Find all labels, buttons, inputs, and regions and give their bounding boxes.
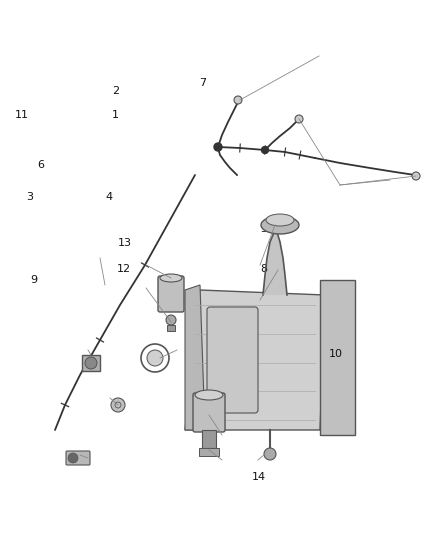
Polygon shape: [185, 290, 325, 430]
Circle shape: [214, 143, 222, 151]
Polygon shape: [320, 280, 355, 435]
FancyBboxPatch shape: [158, 276, 184, 312]
Circle shape: [234, 96, 242, 104]
Circle shape: [412, 172, 420, 180]
Ellipse shape: [266, 214, 294, 226]
FancyBboxPatch shape: [207, 307, 258, 413]
Text: 4: 4: [105, 192, 112, 202]
Text: 3: 3: [26, 192, 33, 202]
Ellipse shape: [195, 390, 223, 400]
Text: 2: 2: [112, 86, 119, 95]
Text: 9: 9: [30, 275, 37, 285]
FancyBboxPatch shape: [82, 355, 100, 371]
FancyBboxPatch shape: [193, 393, 225, 432]
Circle shape: [295, 115, 303, 123]
Circle shape: [85, 357, 97, 369]
Polygon shape: [185, 285, 205, 430]
FancyBboxPatch shape: [167, 325, 175, 331]
Text: 12: 12: [117, 264, 131, 274]
Circle shape: [264, 448, 276, 460]
Circle shape: [166, 315, 176, 325]
Text: 8: 8: [261, 264, 268, 274]
FancyBboxPatch shape: [199, 448, 219, 456]
FancyBboxPatch shape: [202, 430, 216, 448]
FancyBboxPatch shape: [66, 451, 90, 465]
Text: 1: 1: [112, 110, 119, 119]
Text: 5: 5: [261, 224, 268, 234]
Circle shape: [261, 147, 268, 154]
Text: 14: 14: [252, 472, 266, 482]
Text: 10: 10: [328, 350, 343, 359]
Ellipse shape: [261, 216, 299, 234]
Text: 13: 13: [117, 238, 131, 247]
Polygon shape: [263, 230, 287, 295]
Circle shape: [68, 453, 78, 463]
Ellipse shape: [160, 274, 182, 282]
Circle shape: [111, 398, 125, 412]
Text: 7: 7: [199, 78, 206, 87]
Text: 11: 11: [14, 110, 28, 119]
Text: 6: 6: [37, 160, 44, 170]
Circle shape: [147, 350, 163, 366]
